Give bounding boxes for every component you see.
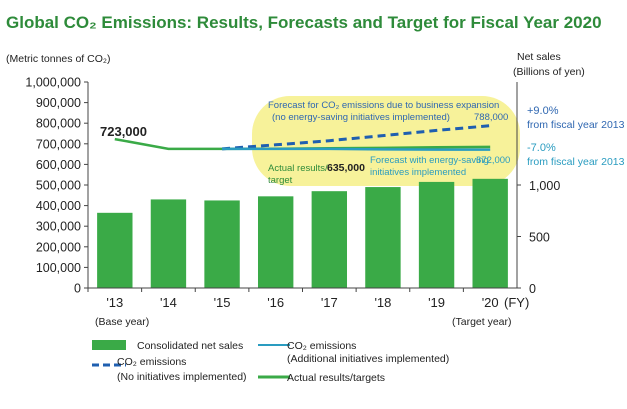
left-y-axis: 0 100,000 200,000 300,000 400,000 500,000 600,… — [25, 76, 88, 296]
left-tick-label: 0 — [74, 282, 81, 296]
x-tick-label: '13 — [106, 295, 123, 310]
increase-note: from fiscal year 2013 — [527, 119, 625, 131]
left-tick-label: 300,000 — [36, 220, 81, 234]
left-tick-label: 200,000 — [36, 240, 81, 254]
decrease-pct: -7.0% — [527, 142, 556, 154]
forecast-value: 788,000 — [474, 112, 508, 123]
forecast-title-line2: (no energy-saving initiatives implemente… — [272, 112, 450, 123]
saving-label-line2: initiatives implemented — [370, 167, 466, 178]
right-tick-label: 0 — [529, 282, 536, 296]
forecast-highlight — [252, 96, 520, 186]
x-tick-label: '18 — [374, 295, 391, 310]
legend-add-init-line2: (Additional initiatives implemented) — [287, 353, 449, 365]
left-tick-label: 700,000 — [36, 137, 81, 151]
x-tick-label: '15 — [214, 295, 231, 310]
legend-add-init-line1: CO₂ emissions — [287, 340, 356, 352]
actual-label-line1: Actual results/ — [268, 163, 328, 174]
target-year-note: (Target year) — [452, 316, 512, 328]
net-sales-bar — [365, 187, 401, 288]
legend-no-init-line2: (No initiatives implemented) — [117, 371, 247, 383]
emission-lines — [114, 124, 491, 151]
saving-value: 672,000 — [476, 155, 510, 166]
net-sales-bar — [150, 199, 187, 288]
no-initiatives-line — [221, 124, 491, 151]
right-axis-label-line2: (Billions of yen) — [513, 66, 585, 78]
decrease-note: from fiscal year 2013 — [527, 156, 625, 168]
increase-pct: +9.0% — [527, 105, 559, 117]
legend-swatch-net-sales — [92, 340, 126, 350]
left-tick-label: 900,000 — [36, 96, 81, 110]
net-sales-bar — [97, 212, 133, 288]
net-sales-bars — [97, 178, 508, 288]
x-unit-label: (FY) — [504, 295, 529, 310]
left-tick-label: 600,000 — [36, 158, 81, 172]
saving-initiatives-line — [222, 147, 491, 151]
left-tick-label: 1,000,000 — [25, 76, 81, 90]
x-tick-label: '16 — [267, 295, 284, 310]
x-tick-label: '17 — [321, 295, 338, 310]
forecast-title-line1: Forecast for CO₂ emissions due to busine… — [268, 100, 499, 111]
left-tick-label: 400,000 — [36, 199, 81, 213]
chart-title: Global CO₂ Emissions: Results, Forecasts… — [6, 13, 602, 32]
actual-label-line2: target — [268, 175, 293, 186]
right-y-axis: 0 500 1,000 — [517, 179, 560, 296]
net-sales-bar — [472, 178, 508, 288]
legend-no-init-line1: CO₂ emissions — [117, 356, 186, 368]
right-axis-label-line1: Net sales — [517, 51, 561, 63]
actual-value: 635,000 — [327, 162, 365, 174]
right-tick-label: 500 — [529, 231, 550, 245]
x-axis: '13 '14 '15 '16 '17 '18 '19 '20 — [87, 288, 499, 310]
legend-actual: Actual results/targets — [287, 372, 385, 384]
x-tick-label: '14 — [160, 295, 177, 310]
x-tick-label: '19 — [428, 295, 445, 310]
x-tick-label: '20 — [482, 295, 499, 310]
net-sales-bar — [257, 196, 294, 288]
net-sales-bar — [204, 200, 240, 288]
left-axis-label: (Metric tonnes of CO₂) — [6, 53, 110, 65]
net-sales-bar — [418, 181, 455, 288]
legend-net-sales: Consolidated net sales — [137, 340, 243, 352]
left-tick-label: 800,000 — [36, 117, 81, 131]
net-sales-bar — [311, 191, 348, 288]
right-tick-label: 1,000 — [529, 179, 560, 193]
left-tick-label: 500,000 — [36, 179, 81, 193]
saving-label-line1: Forecast with energy-saving — [370, 155, 489, 166]
left-tick-label: 100,000 — [36, 261, 81, 275]
base-value-label: 723,000 — [100, 124, 147, 139]
base-year-note: (Base year) — [95, 316, 149, 328]
